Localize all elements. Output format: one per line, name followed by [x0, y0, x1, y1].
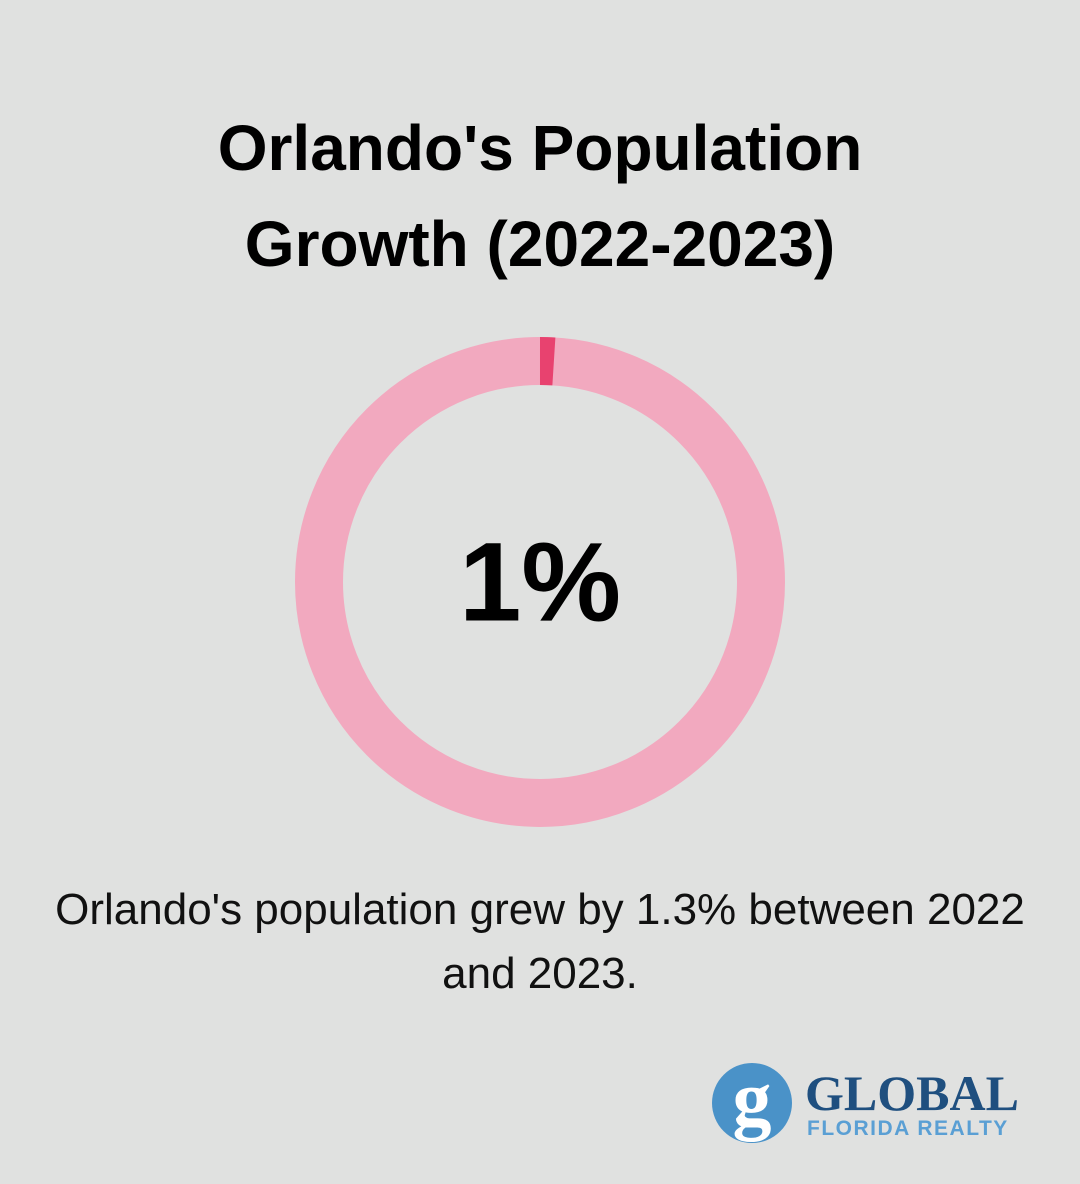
- caption: Orlando's population grew by 1.3% betwee…: [55, 885, 1025, 998]
- logo-tagline: FLORIDA REALTY: [807, 1117, 1009, 1140]
- center-label: 1%: [459, 520, 621, 645]
- chart-title: Orlando's Population Growth (2022-2023): [217, 112, 863, 280]
- logo-circle: [712, 1063, 792, 1143]
- logo-letter: g: [733, 1055, 772, 1142]
- logo-name: GLOBAL: [805, 1065, 1019, 1121]
